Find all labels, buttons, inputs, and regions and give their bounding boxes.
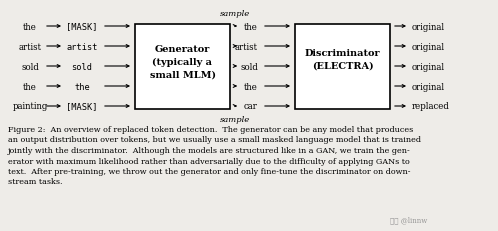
Text: artist: artist bbox=[235, 42, 258, 51]
Text: sample: sample bbox=[220, 116, 250, 123]
Text: painting: painting bbox=[12, 102, 48, 111]
Text: the: the bbox=[74, 82, 90, 91]
Bar bbox=[135, 25, 230, 109]
Text: Generator
(typically a
small MLM): Generator (typically a small MLM) bbox=[149, 45, 216, 79]
Text: sold: sold bbox=[72, 62, 93, 71]
Text: stream tasks.: stream tasks. bbox=[8, 178, 63, 186]
Text: 知乎 @linnw: 知乎 @linnw bbox=[390, 215, 427, 223]
Text: text.  After pre-training, we throw out the generator and only fine-tune the dis: text. After pre-training, we throw out t… bbox=[8, 167, 410, 175]
Bar bbox=[295, 25, 390, 109]
Text: original: original bbox=[412, 22, 445, 31]
Text: original: original bbox=[412, 42, 445, 51]
Text: Discriminator
(ELECTRA): Discriminator (ELECTRA) bbox=[305, 49, 380, 70]
Text: Figure 2:  An overview of replaced token detection.  The generator can be any mo: Figure 2: An overview of replaced token … bbox=[8, 125, 413, 134]
Text: jointly with the discriminator.  Although the models are structured like in a GA: jointly with the discriminator. Although… bbox=[8, 146, 411, 154]
Text: [MASK]: [MASK] bbox=[66, 22, 98, 31]
Text: replaced: replaced bbox=[412, 102, 450, 111]
Text: the: the bbox=[23, 82, 37, 91]
Text: sample: sample bbox=[220, 10, 250, 18]
Text: erator with maximum likelihood rather than adversarially due to the difficulty o: erator with maximum likelihood rather th… bbox=[8, 157, 410, 165]
Text: original: original bbox=[412, 82, 445, 91]
Text: car: car bbox=[244, 102, 258, 111]
Text: sold: sold bbox=[21, 62, 39, 71]
Text: artist: artist bbox=[66, 42, 98, 51]
Text: the: the bbox=[244, 22, 258, 31]
Text: original: original bbox=[412, 62, 445, 71]
Text: sold: sold bbox=[240, 62, 258, 71]
Text: artist: artist bbox=[18, 42, 41, 51]
Text: an output distribution over tokens, but we usually use a small masked language m: an output distribution over tokens, but … bbox=[8, 136, 421, 144]
Text: [MASK]: [MASK] bbox=[66, 102, 98, 111]
Text: the: the bbox=[244, 82, 258, 91]
Text: the: the bbox=[23, 22, 37, 31]
